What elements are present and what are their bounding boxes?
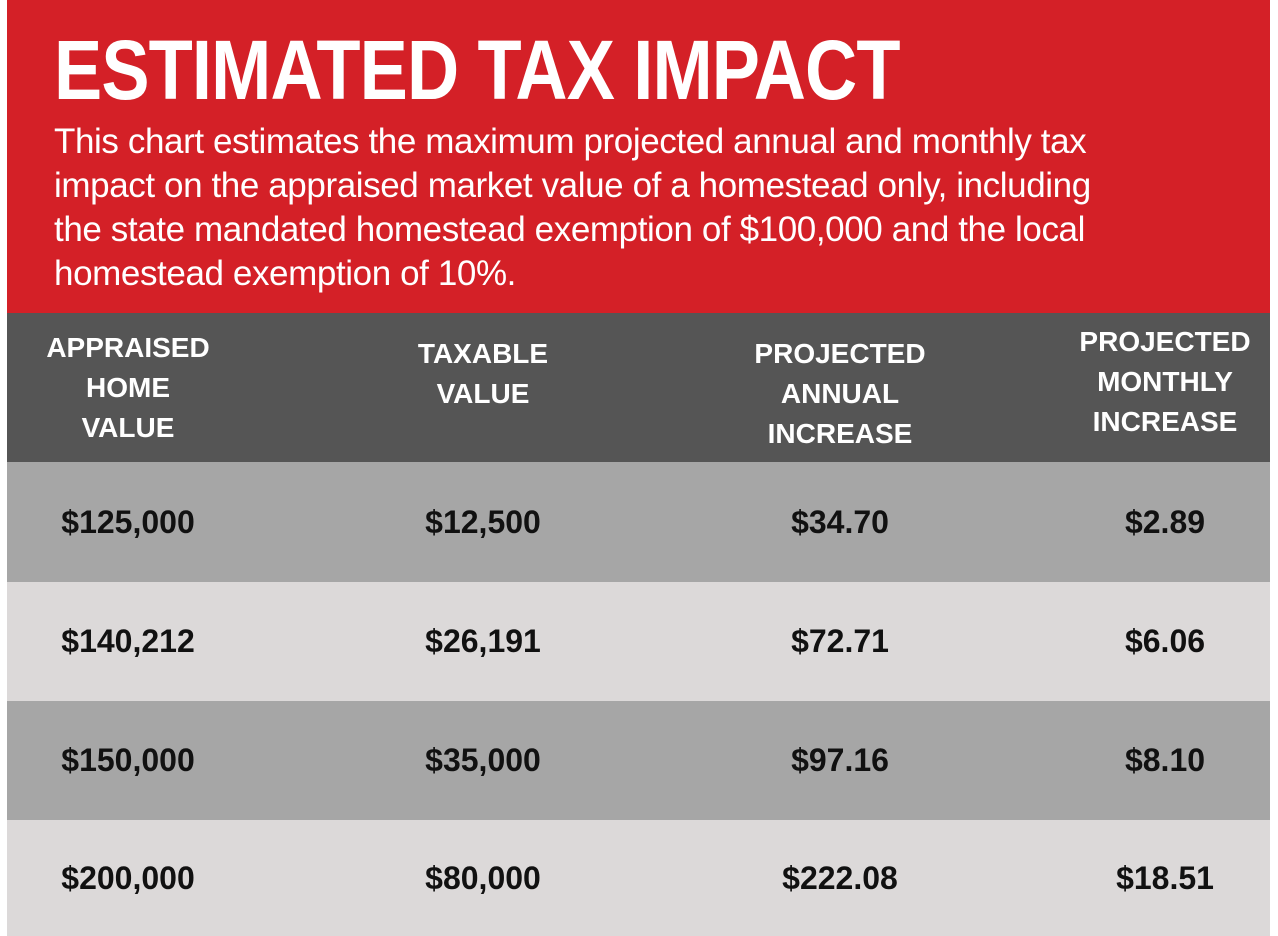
- column-header-line: INCREASE: [767, 417, 913, 449]
- table-row: $200,000 $80,000 $222.08 $18.51: [7, 820, 1270, 936]
- column-header-line: APPRAISED: [46, 331, 210, 363]
- header-banner: ESTIMATED TAX IMPACT This chart estimate…: [7, 0, 1270, 313]
- table-cell: $34.70: [791, 503, 889, 540]
- column-header-line: VALUE: [436, 377, 530, 409]
- column-header: PROJECTED MONTHLY INCREASE: [1035, 307, 1278, 456]
- column-header: APPRAISED HOME VALUE: [8, 313, 248, 462]
- column-header: PROJECTED ANNUAL INCREASE: [710, 319, 970, 468]
- description: This chart estimates the maximum project…: [54, 120, 1254, 296]
- column-header-line: PROJECTED: [754, 337, 926, 369]
- table-cell: $18.51: [1116, 859, 1214, 896]
- column-header-line: INCREASE: [1092, 405, 1238, 437]
- table-cell: $6.06: [1124, 623, 1206, 659]
- description-line: the state mandated homestead exemption o…: [54, 210, 1085, 249]
- table-row: $125,000 $12,500 $34.70 $2.89: [7, 462, 1270, 582]
- column-header-line: HOME: [86, 371, 170, 403]
- table-cell: $222.08: [782, 859, 898, 896]
- title: ESTIMATED TAX IMPACT: [54, 23, 900, 117]
- table-cell: $26,191: [425, 623, 541, 659]
- table-cell: $125,000: [61, 503, 195, 540]
- table-cell: $35,000: [425, 742, 541, 778]
- table-cell: $72.71: [791, 623, 889, 659]
- description-line: This chart estimates the maximum project…: [54, 122, 1087, 161]
- table-cell: $2.89: [1124, 503, 1206, 540]
- column-header-line: MONTHLY: [1097, 365, 1233, 397]
- table-cell: $200,000: [61, 859, 195, 896]
- table-cell: $140,212: [61, 623, 195, 659]
- table-row: $150,000 $35,000 $97.16 $8.10: [7, 701, 1270, 820]
- column-header-line: TAXABLE: [417, 337, 549, 369]
- description-line: impact on the appraised market value of …: [54, 166, 1091, 205]
- column-header-line: ANNUAL: [780, 377, 900, 409]
- column-header-line: VALUE: [81, 411, 175, 443]
- table-header: APPRAISED HOME VALUE TAXABLE VALUE PROJECTED A…: [7, 313, 1270, 462]
- description-line: homestead exemption of 10%.: [54, 254, 516, 293]
- table-row: $140,212 $26,191 $72.71 $6.06: [7, 582, 1270, 701]
- table-cell: $8.10: [1124, 742, 1206, 778]
- table-cell: $150,000: [61, 742, 195, 778]
- table-cell: $80,000: [425, 859, 541, 896]
- table-cell: $97.16: [791, 742, 889, 778]
- column-header: TAXABLE VALUE: [363, 299, 603, 448]
- table-cell: $12,500: [425, 503, 541, 540]
- column-header-line: PROJECTED: [1079, 325, 1251, 357]
